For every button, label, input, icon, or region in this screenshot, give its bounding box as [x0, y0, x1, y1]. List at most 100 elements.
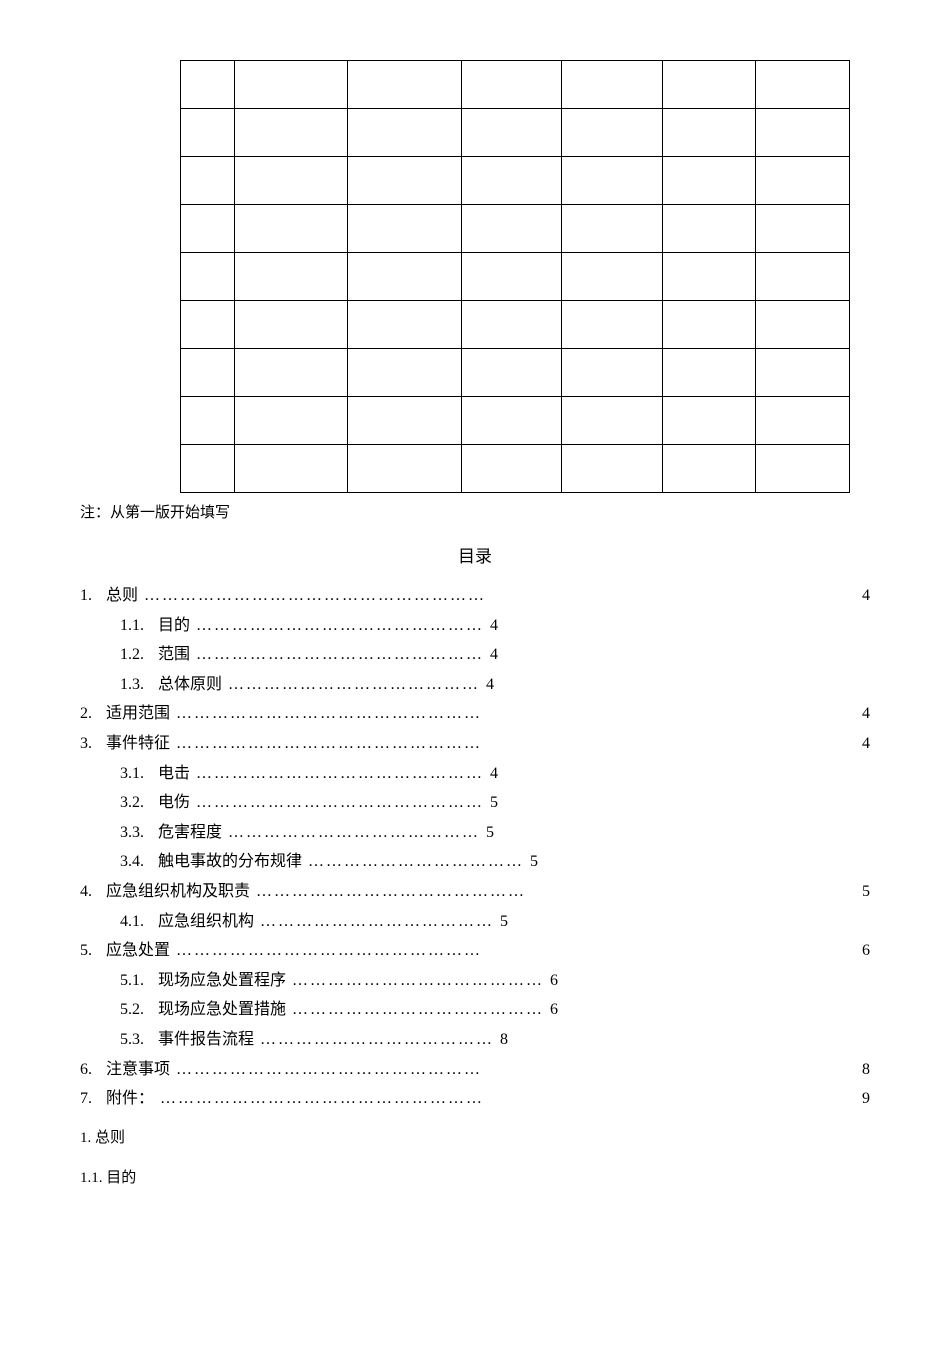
- toc-entry: 5.2.现场应急处置措施 ……………………………………6: [120, 995, 870, 1025]
- table-row: [181, 109, 850, 157]
- table-cell: [562, 301, 662, 349]
- toc-entry: 4.1.应急组织机构…………………………………5: [120, 907, 870, 937]
- table-cell: [662, 157, 756, 205]
- toc-entry-text: 范围: [158, 640, 190, 670]
- toc-entry-text: 现场应急处置程序: [158, 966, 286, 996]
- toc-entry-number: 3.3.: [120, 818, 144, 848]
- toc-entry-text: 应急处置: [106, 936, 170, 966]
- table-row: [181, 61, 850, 109]
- toc-entry-text: 总则: [106, 581, 138, 611]
- table-cell: [461, 253, 561, 301]
- table-cell: [461, 445, 561, 493]
- table-note: 注：从第一版开始填写: [80, 501, 870, 522]
- table-cell: [348, 109, 462, 157]
- table-cell: [348, 301, 462, 349]
- toc-entry-page: 6: [550, 995, 558, 1025]
- toc-entry-text: 现场应急处置措施: [158, 995, 286, 1025]
- toc-entry-dots: ………………………………………: [256, 877, 526, 907]
- table-cell: [562, 157, 662, 205]
- table-cell: [181, 301, 235, 349]
- table-cell: [348, 157, 462, 205]
- toc-entry-dots: ……………………………………: [292, 995, 544, 1025]
- table-cell: [234, 253, 348, 301]
- toc-entry-page: 5: [486, 818, 494, 848]
- table-cell: [234, 301, 348, 349]
- toc-entry-text: 附件：: [106, 1084, 154, 1114]
- toc-entry-page: 4: [490, 611, 498, 641]
- toc-entry-number: 1.1.: [120, 611, 144, 641]
- toc-entry-dots: …………………………………………: [196, 640, 484, 670]
- section-1-1-heading: 1.1. 目的: [80, 1160, 870, 1196]
- table-cell: [662, 301, 756, 349]
- table-cell: [756, 205, 850, 253]
- table-row: [181, 349, 850, 397]
- table-cell: [562, 61, 662, 109]
- revision-table: [180, 60, 850, 493]
- table-row: [181, 205, 850, 253]
- table-cell: [662, 349, 756, 397]
- toc-entry-number: 2.: [80, 699, 92, 729]
- table-cell: [756, 253, 850, 301]
- toc-entry: 3.3.危害程度……………………………………5: [120, 818, 870, 848]
- table-cell: [461, 349, 561, 397]
- table-cell: [348, 253, 462, 301]
- toc-entry-page: 5: [500, 907, 508, 937]
- table-cell: [662, 109, 756, 157]
- section-1-heading: 1. 总则: [80, 1120, 870, 1156]
- toc-entry-dots: …………………………………………: [196, 759, 484, 789]
- toc-entry-text: 注意事项: [106, 1055, 170, 1085]
- toc-entry-page: 4: [490, 759, 498, 789]
- toc-entry-page: 4: [486, 670, 494, 700]
- toc-entry: 1.1.目的…………………………………………4: [120, 611, 870, 641]
- table-cell: [181, 253, 235, 301]
- toc-entry: 1.2.范围…………………………………………4: [120, 640, 870, 670]
- toc-entry: 3.事件特征……………………………………………4: [80, 729, 870, 759]
- toc-entry-page: 9: [862, 1084, 870, 1114]
- toc-entry: 3.2.电伤…………………………………………5: [120, 788, 870, 818]
- toc-entry-dots: …………………………………………………: [144, 581, 486, 611]
- table-cell: [234, 349, 348, 397]
- toc-entry: 7.附件：………………………………………………9: [80, 1084, 870, 1114]
- table-cell: [348, 61, 462, 109]
- toc-entry-text: 危害程度: [158, 818, 222, 848]
- table-cell: [234, 397, 348, 445]
- table-cell: [562, 205, 662, 253]
- table-cell: [562, 109, 662, 157]
- table-cell: [234, 109, 348, 157]
- toc-entry-dots: ………………………………………………: [160, 1084, 484, 1114]
- table-cell: [348, 445, 462, 493]
- table-cell: [562, 253, 662, 301]
- toc-entry-text: 适用范围: [106, 699, 170, 729]
- toc-entry-number: 1.2.: [120, 640, 144, 670]
- toc-entry: 6.注意事项……………………………………………8: [80, 1055, 870, 1085]
- table-cell: [234, 205, 348, 253]
- toc-entry-page: 4: [862, 581, 870, 611]
- table-cell: [756, 301, 850, 349]
- toc-entry-page: 8: [500, 1025, 508, 1055]
- toc-entry-text: 电伤: [158, 788, 190, 818]
- toc-entry: 5.3.事件报告流程…………………………………8: [120, 1025, 870, 1055]
- toc-entry: 3.1.电击…………………………………………4: [120, 759, 870, 789]
- table-cell: [562, 445, 662, 493]
- toc-entry: 5.应急处置……………………………………………6: [80, 936, 870, 966]
- toc-entry-dots: ……………………………………………: [176, 1055, 482, 1085]
- table-cell: [662, 205, 756, 253]
- toc-entry-page: 5: [490, 788, 498, 818]
- toc-entry-dots: ………………………………: [308, 847, 524, 877]
- table-cell: [181, 445, 235, 493]
- toc-entry-dots: ……………………………………………: [176, 699, 482, 729]
- toc-entry-number: 3.1.: [120, 759, 144, 789]
- table-cell: [234, 445, 348, 493]
- toc-entry-text: 应急组织机构及职责: [106, 877, 250, 907]
- table-cell: [461, 301, 561, 349]
- table-cell: [756, 109, 850, 157]
- table-cell: [348, 205, 462, 253]
- toc-entry-number: 4.: [80, 877, 92, 907]
- toc-entry-dots: ……………………………………………: [176, 729, 482, 759]
- table-cell: [348, 397, 462, 445]
- table-cell: [461, 61, 561, 109]
- toc-entry-page: 8: [862, 1055, 870, 1085]
- table-cell: [461, 205, 561, 253]
- table-cell: [348, 349, 462, 397]
- toc-entry-text: 事件特征: [106, 729, 170, 759]
